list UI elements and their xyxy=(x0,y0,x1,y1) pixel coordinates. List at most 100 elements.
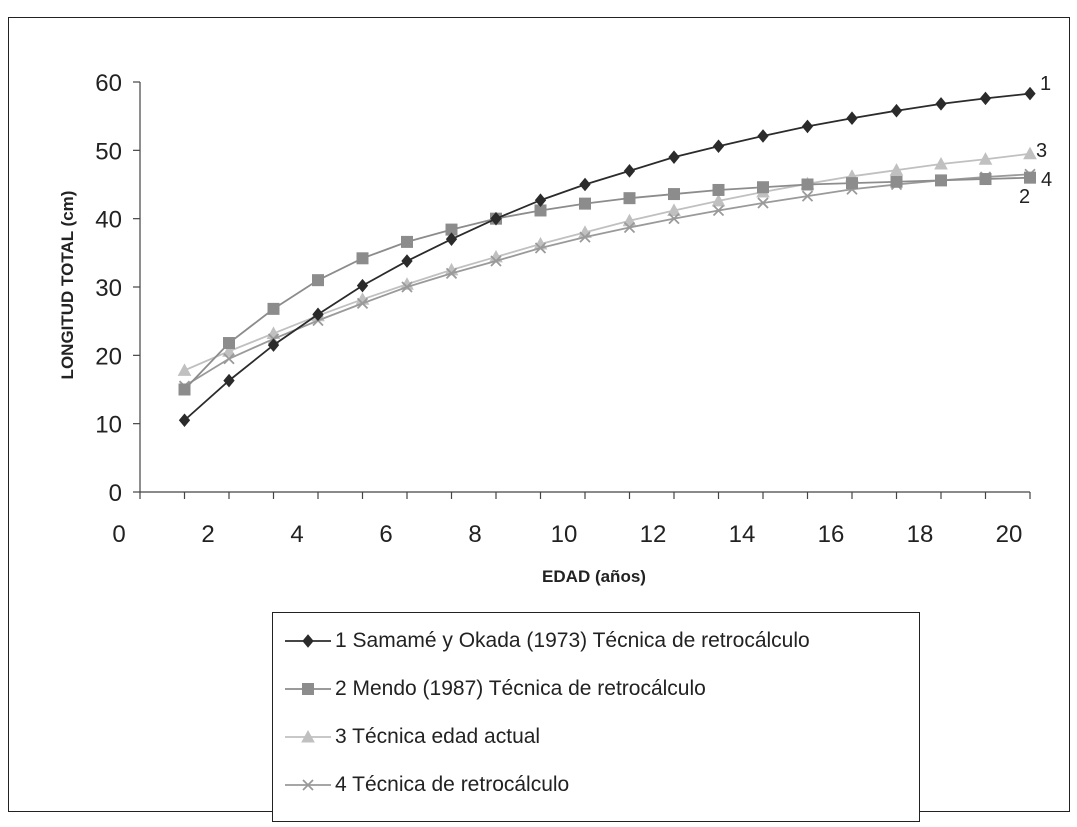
legend-swatch-marker xyxy=(301,729,315,743)
x-tick-label: 4 xyxy=(290,521,303,548)
y-tick-label: 10 xyxy=(95,412,122,439)
data-point-marker xyxy=(1024,86,1036,101)
series-end-label-3: 3 xyxy=(1036,140,1047,162)
y-tick-label: 50 xyxy=(95,138,122,165)
legend-swatch-marker xyxy=(302,634,314,648)
data-point-marker xyxy=(445,267,458,279)
data-point-marker xyxy=(979,91,992,106)
legend-label: 4 Técnica de retrocálculo xyxy=(335,773,570,796)
data-point-marker xyxy=(267,338,280,352)
data-point-marker xyxy=(1024,171,1036,184)
axes: 0 10 20 30 40 50 60 0 2 4 6 8 10 12 14 16 18 20 xyxy=(95,70,1031,548)
data-point-marker xyxy=(668,213,680,225)
series-layer: 1 2 3 4 xyxy=(177,73,1052,428)
data-point-marker xyxy=(1023,146,1037,160)
data-point-marker xyxy=(177,363,192,376)
series-end-label-1: 1 xyxy=(1040,73,1051,95)
x-marker-stroke xyxy=(490,255,502,267)
data-point-marker xyxy=(711,193,726,207)
x-marker-stroke xyxy=(623,221,636,234)
series-line xyxy=(183,92,1031,421)
series-1 xyxy=(178,86,1036,428)
data-point-marker xyxy=(312,274,324,287)
data-point-marker xyxy=(667,203,681,216)
data-point-marker xyxy=(846,177,858,190)
x-tick-label: 0 xyxy=(112,521,125,548)
series-2 xyxy=(178,171,1036,396)
x-marker-stroke xyxy=(445,267,458,279)
legend-swatch xyxy=(285,779,331,791)
data-point-marker xyxy=(623,221,636,234)
x-marker-stroke xyxy=(302,779,314,791)
data-point-marker xyxy=(890,175,903,188)
x-tick-label: 2 xyxy=(201,521,214,548)
series-4 xyxy=(178,168,1036,392)
legend-item-4: 4 Técnica de retrocálculo xyxy=(283,767,569,803)
data-point-marker xyxy=(401,235,413,248)
data-point-marker xyxy=(356,252,369,265)
legend-item-1: 1 Samamé y Okada (1973) Técnica de retro… xyxy=(283,623,810,659)
data-point-marker xyxy=(712,183,725,196)
x-marker-stroke xyxy=(223,353,235,365)
data-point-marker xyxy=(889,163,904,176)
legend-item-3: 3 Técnica edad actual xyxy=(283,719,540,755)
series-line xyxy=(184,152,1031,372)
y-tick-label: 60 xyxy=(95,70,122,97)
data-point-marker xyxy=(622,213,637,227)
legend-item-2: 2 Mendo (1987) Técnica de retrocálculo xyxy=(283,671,706,707)
x-tick-label: 14 xyxy=(729,521,756,548)
data-point-marker xyxy=(712,139,725,154)
x-marker-stroke xyxy=(668,213,680,225)
x-tick-label: 18 xyxy=(907,521,934,548)
data-point-marker xyxy=(445,232,458,246)
data-point-marker xyxy=(846,111,858,125)
x-marker-stroke xyxy=(712,204,725,217)
data-point-marker xyxy=(801,190,814,202)
legend-label: 2 Mendo (1987) Técnica de retrocálculo xyxy=(335,677,706,700)
y-tick-label: 30 xyxy=(95,275,122,302)
x-tick-label: 12 xyxy=(640,521,667,548)
data-point-marker xyxy=(579,231,591,243)
data-point-marker xyxy=(401,281,413,293)
data-point-marker xyxy=(978,152,993,165)
data-point-marker xyxy=(757,197,769,209)
legend-swatch-marker xyxy=(302,779,314,791)
data-point-marker xyxy=(401,254,413,268)
data-point-marker xyxy=(490,211,502,226)
series-end-label-4: 4 xyxy=(1041,169,1052,191)
data-point-marker xyxy=(801,178,814,191)
data-point-marker xyxy=(801,119,814,134)
data-point-marker xyxy=(534,193,547,207)
legend-label: 3 Técnica edad actual xyxy=(335,725,541,748)
x-marker-stroke xyxy=(757,197,769,209)
data-point-marker xyxy=(178,413,191,428)
data-point-marker xyxy=(623,164,636,178)
data-point-marker xyxy=(178,383,191,396)
y-tick-label: 40 xyxy=(95,207,122,234)
x-marker-stroke xyxy=(401,281,413,293)
data-point-marker xyxy=(222,344,236,357)
data-point-marker xyxy=(356,278,369,293)
x-axis-title: EDAD (años) xyxy=(542,567,646,586)
series-line xyxy=(184,173,1031,387)
legend: 1 Samamé y Okada (1973) Técnica de retro… xyxy=(272,612,920,822)
data-point-marker xyxy=(668,188,680,201)
x-marker-stroke xyxy=(801,190,814,202)
x-tick-label: 10 xyxy=(551,521,578,548)
data-point-marker xyxy=(712,204,725,217)
y-axis-title: LONGITUD TOTAL (cm) xyxy=(58,191,77,380)
data-point-marker xyxy=(223,373,235,388)
y-tick-label: 20 xyxy=(95,343,122,370)
data-point-marker xyxy=(668,150,680,164)
data-point-marker xyxy=(356,297,369,310)
data-point-marker xyxy=(890,103,903,118)
data-point-marker xyxy=(312,307,324,322)
x-marker-stroke xyxy=(356,297,369,310)
x-tick-label: 6 xyxy=(379,521,392,548)
legend-swatch xyxy=(285,634,331,648)
data-point-marker xyxy=(534,242,547,254)
data-point-marker xyxy=(934,156,948,170)
data-point-marker xyxy=(490,255,502,267)
x-tick-label: 8 xyxy=(468,521,481,548)
